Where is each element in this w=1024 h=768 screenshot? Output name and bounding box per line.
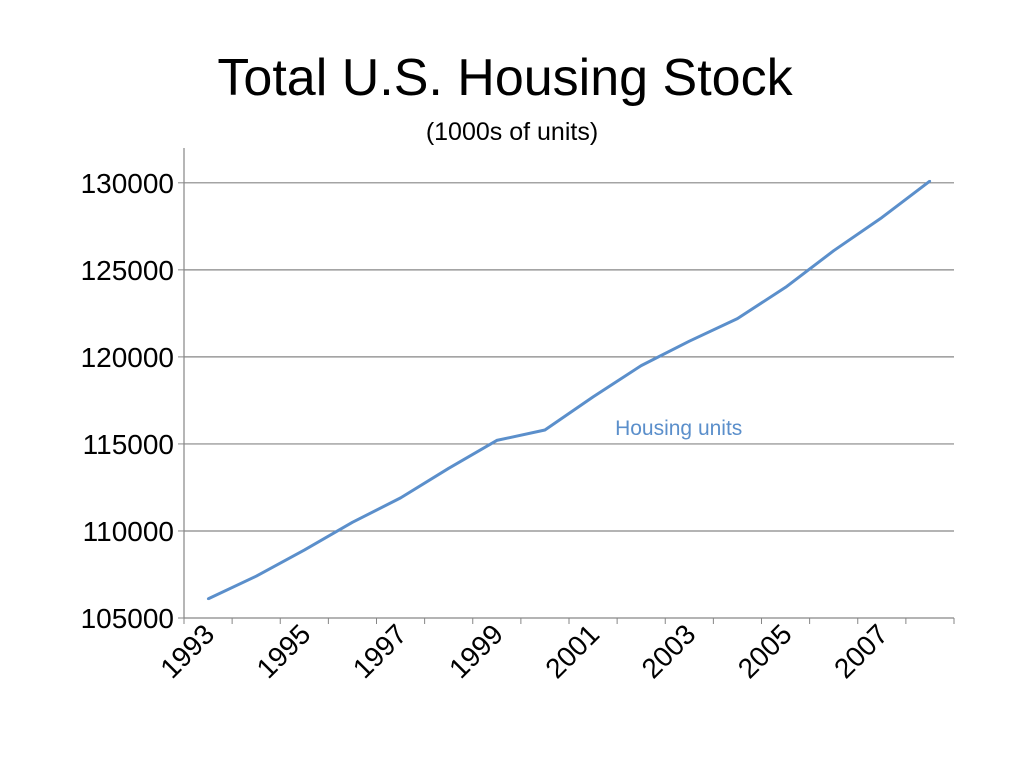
series-group: Housing units [206, 179, 932, 601]
data-point [543, 428, 547, 432]
x-tick-label: 1999 [443, 618, 509, 684]
tick-labels: 1050001100001150001200001250001300001993… [81, 168, 894, 684]
y-tick-label: 110000 [83, 516, 174, 547]
series-label: Housing units [615, 417, 742, 440]
data-point [399, 496, 402, 500]
series-line [207, 179, 931, 601]
y-tick-label: 130000 [81, 168, 174, 199]
x-tick-label: 1995 [251, 618, 317, 684]
data-point [639, 364, 643, 367]
chart-title: Total U.S. Housing Stock [217, 49, 793, 107]
data-point [447, 467, 450, 470]
data-point [254, 575, 258, 578]
data-point [880, 216, 884, 219]
chart-subtitle: (1000s of units) [425, 118, 599, 146]
data-point [591, 395, 595, 399]
data-point [303, 548, 306, 552]
y-tick-label: 125000 [81, 255, 174, 286]
data-point [736, 317, 739, 320]
x-tick-label: 2005 [732, 618, 798, 684]
data-point [495, 439, 499, 442]
gridlines [184, 182, 954, 532]
data-point [928, 179, 932, 183]
x-tick-label: 2001 [539, 618, 605, 684]
y-tick-label: 105000 [81, 603, 174, 634]
y-tick-label: 115000 [83, 429, 174, 460]
x-tick-label: 2003 [636, 618, 702, 684]
y-tick-label: 120000 [81, 342, 174, 373]
axes [178, 148, 955, 624]
data-point [351, 521, 354, 524]
data-point [832, 249, 835, 252]
data-point [688, 340, 691, 343]
data-point [784, 286, 787, 289]
x-tick-label: 2007 [828, 618, 894, 684]
x-tick-label: 1997 [347, 618, 413, 684]
data-point [206, 597, 210, 601]
